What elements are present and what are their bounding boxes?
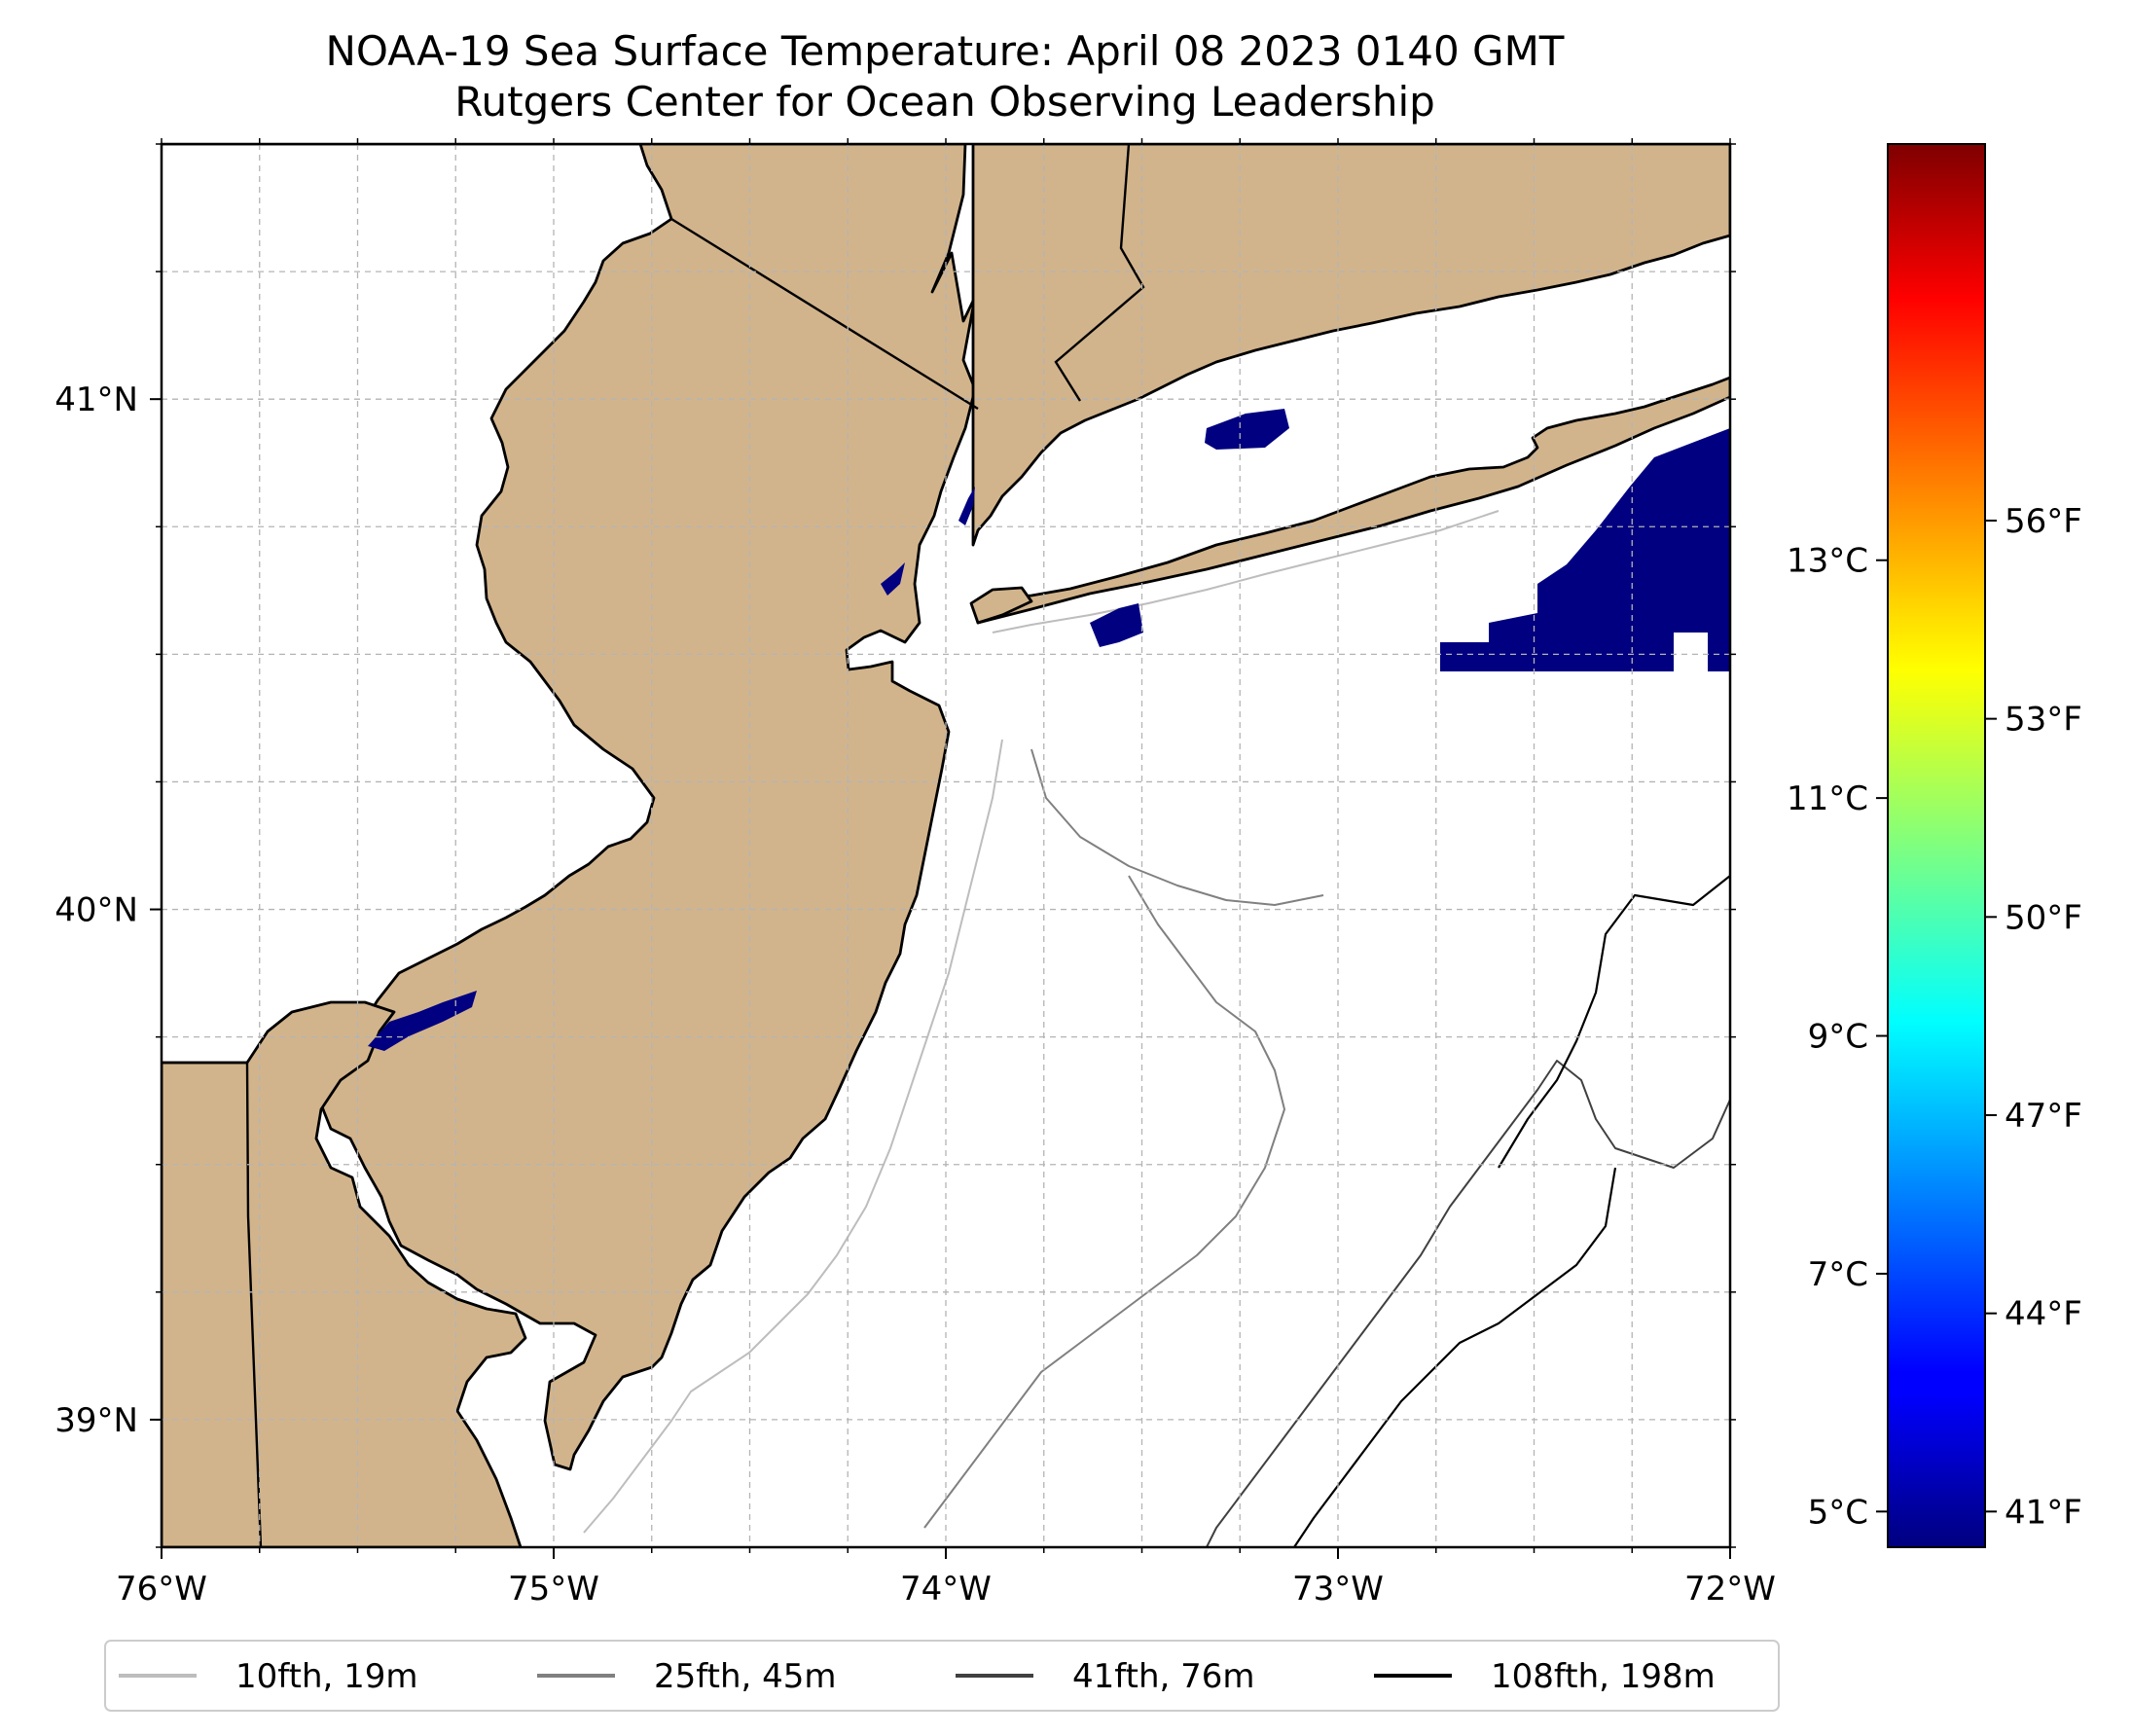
gridlines bbox=[162, 144, 1730, 1547]
colorbar-frame bbox=[1887, 143, 1986, 1548]
sst-patch-long-island-sound bbox=[1205, 409, 1289, 450]
legend-label: 10fth, 19m bbox=[235, 1657, 418, 1696]
sst-patch-offshore-east bbox=[1440, 428, 1730, 671]
colorbar: 13°C 11°C 9°C 7°C 5°C 56°F 53°F 50°F 47°F 44°F 41°… bbox=[1787, 143, 2082, 1548]
legend-label: 108fth, 198m bbox=[1491, 1657, 1716, 1696]
fahrenheit-tick-label: 47°F bbox=[2005, 1097, 2082, 1136]
sst-patch-hudson-river bbox=[958, 487, 975, 525]
land-delaware bbox=[162, 1000, 527, 1547]
isobath-41fth bbox=[1206, 1060, 1730, 1547]
isobath-10fth bbox=[583, 510, 1500, 1534]
celsius-tick-label: 5°C bbox=[1808, 1493, 1868, 1532]
lon-tick-label: 76°W bbox=[116, 1570, 207, 1609]
fahrenheit-tick-label: 41°F bbox=[2005, 1493, 2082, 1532]
lat-tick-label: 39°N bbox=[54, 1401, 138, 1440]
land-connecticut-new-york bbox=[971, 144, 1730, 547]
celsius-tick-label: 7°C bbox=[1808, 1255, 1868, 1294]
map-subtitle: Rutgers Center for Ocean Observing Leade… bbox=[454, 78, 1435, 126]
celsius-tick-label: 13°C bbox=[1787, 542, 1868, 581]
land-staten-island bbox=[969, 586, 1033, 625]
sst-patch-south-shore bbox=[1090, 603, 1143, 647]
fahrenheit-tick-label: 56°F bbox=[2005, 502, 2082, 541]
legend-label: 41fth, 76m bbox=[1072, 1657, 1255, 1696]
axis-ticks: 76°W 75°W 74°W 73°W 72°W 41°N 40°N 39°N bbox=[54, 138, 1776, 1609]
legend-label: 25fth, 45m bbox=[654, 1657, 837, 1696]
lat-tick-label: 40°N bbox=[54, 891, 138, 930]
isobath-25fth bbox=[923, 748, 1324, 1529]
colorbar-ticks: 13°C 11°C 9°C 7°C 5°C 56°F 53°F 50°F 47°F 44°F 41°… bbox=[1787, 502, 2082, 1532]
fahrenheit-tick-label: 53°F bbox=[2005, 701, 2082, 740]
colorbar-gradient bbox=[1888, 144, 1985, 1547]
land-long-island bbox=[971, 376, 1730, 625]
fahrenheit-tick-label: 44°F bbox=[2005, 1295, 2082, 1334]
sst-patch-delaware-river bbox=[368, 991, 477, 1051]
celsius-tick-label: 11°C bbox=[1787, 779, 1868, 818]
lon-tick-label: 72°W bbox=[1684, 1570, 1776, 1609]
celsius-tick-label: 9°C bbox=[1808, 1018, 1868, 1057]
sst-cold-pixels bbox=[368, 409, 1730, 1051]
lat-tick-label: 41°N bbox=[54, 380, 138, 419]
lon-tick-label: 74°W bbox=[900, 1570, 992, 1609]
land-new-jersey-pennsylvania bbox=[162, 144, 977, 1471]
lon-tick-label: 73°W bbox=[1292, 1570, 1384, 1609]
lon-tick-label: 75°W bbox=[508, 1570, 599, 1609]
legend-frame bbox=[104, 1640, 1780, 1712]
state-borders bbox=[162, 144, 1145, 1547]
sst-patch-ny-harbor bbox=[881, 562, 905, 596]
map-title: NOAA-19 Sea Surface Temperature: April 0… bbox=[325, 27, 1565, 75]
fahrenheit-tick-label: 50°F bbox=[2005, 898, 2082, 937]
legend: 10fth, 19m 25fth, 45m 41fth, 76m 108fth, 19… bbox=[104, 1640, 1780, 1712]
map-area bbox=[162, 144, 1730, 1547]
